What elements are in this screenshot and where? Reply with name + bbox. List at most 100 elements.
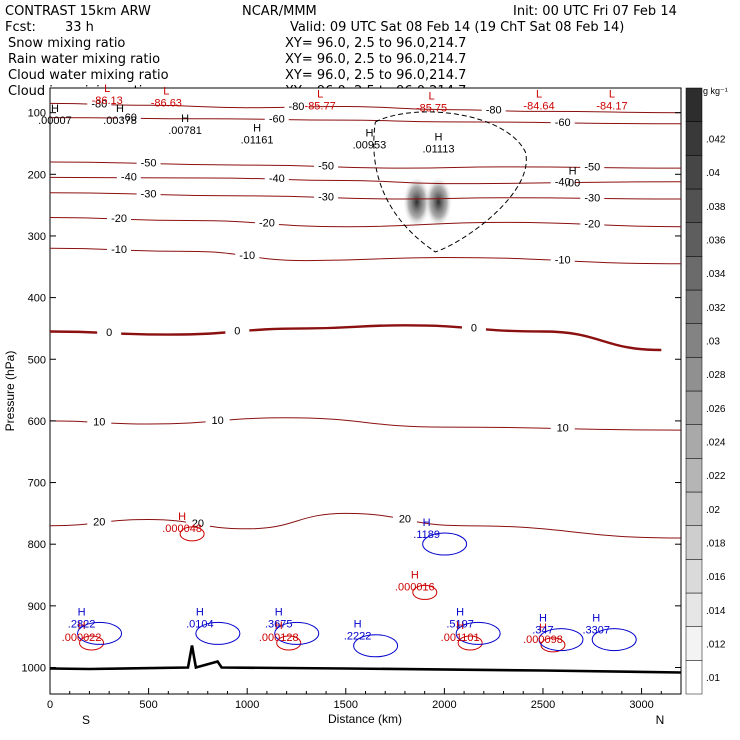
colorbar-tick-label: .014: [706, 606, 726, 617]
contour-label-bg: [264, 172, 289, 185]
y-tick-label: 400: [28, 293, 46, 305]
contour-label-bg: [284, 100, 309, 113]
high-marker: H: [275, 606, 283, 618]
field-name: Snow mixing ratio: [8, 36, 125, 51]
colorbar-tick-label: .012: [706, 640, 726, 651]
extremum-value: .00781: [168, 125, 202, 137]
temperature-contour-label: -10: [555, 255, 571, 267]
temperature-contour-label: -80: [486, 105, 502, 117]
colorbar-segment: [685, 222, 703, 257]
forecast-hours: 33 h: [65, 20, 94, 35]
temperature-contour-line: [50, 217, 681, 228]
high-marker: H: [423, 517, 431, 529]
colorbar-segment: [685, 357, 703, 392]
contour-label-bg: [481, 103, 506, 116]
y-tick-label: 500: [28, 354, 46, 366]
temperature-contour-label: 10: [211, 415, 223, 427]
terrain-surface: [50, 645, 681, 674]
temperature-contour-label: -40: [121, 172, 137, 184]
contour-label-bg: [87, 415, 112, 428]
contour-label-bg: [580, 160, 605, 173]
high-marker: H: [78, 620, 86, 632]
rain-water-contour: [79, 635, 105, 651]
colorbar-tick-label: .018: [706, 539, 726, 550]
temperature-contour-label: -20: [111, 213, 127, 225]
temperature-contour-label: 0: [234, 326, 240, 338]
temperature-contour-line: [50, 102, 681, 114]
high-marker: H: [354, 619, 362, 631]
cloud-water-contour: [538, 628, 584, 652]
cloud-water-contour: [274, 621, 320, 645]
contour-label-bg: [264, 112, 289, 125]
extremum-value: .00: [565, 178, 580, 190]
field-xy: XY= 96.0, 2.5 to 96.0,214.7: [285, 36, 466, 51]
x-tick-label: 3000: [629, 699, 653, 711]
extremum-value: -84.17: [596, 101, 627, 113]
contour-label-bg: [580, 217, 605, 230]
extremum-value: -85.77: [305, 101, 336, 113]
snow-max-core: [402, 176, 431, 229]
contour-label-bg: [550, 175, 575, 188]
high-marker: H: [196, 606, 204, 618]
colorbar-tick-label: .016: [706, 572, 726, 583]
y-tick-label: 600: [28, 416, 46, 428]
cloud-water-contour: [422, 532, 468, 556]
extremum-value: .2222: [344, 631, 372, 643]
cloud-ice-contour: [373, 111, 527, 253]
contour-label-bg: [550, 421, 575, 434]
field-xy: XY= 96.0, 2.5 to 96.0,214.7: [285, 52, 466, 67]
y-tick-label: 1000: [22, 662, 46, 674]
colorbar-tick-label: .022: [706, 471, 726, 482]
contour-label-bg: [87, 97, 112, 110]
temperature-contour-line: [50, 417, 681, 431]
colorbar-segment: [685, 525, 703, 560]
rain-water-contour: [412, 584, 438, 600]
extremum-value: .2822: [68, 618, 96, 630]
high-marker: H: [539, 613, 547, 625]
temperature-contour-label: -60: [121, 112, 137, 124]
high-marker: H: [253, 122, 261, 134]
field-name: Rain water mixing ratio: [8, 52, 160, 67]
temperature-contour-label: -30: [584, 192, 600, 204]
terrain-line: [50, 645, 681, 674]
contour-label-bg: [107, 212, 132, 225]
contour-label-bg: [580, 191, 605, 204]
colorbar-segment: [685, 188, 703, 223]
temperature-contour-label: -10: [111, 244, 127, 256]
high-marker: H: [569, 166, 577, 178]
valid-time: Valid: 09 UTC Sat 08 Feb 14 (19 ChT Sat …: [290, 20, 624, 35]
temperature-contour-label: -20: [584, 219, 600, 231]
x-tick-label: 1500: [334, 699, 358, 711]
contour-label-bg: [461, 321, 486, 334]
extremum-value: .3307: [582, 625, 610, 637]
temperature-contour-label: -60: [269, 113, 285, 125]
colorbar-segment: [685, 155, 703, 190]
y-tick-label: 900: [28, 601, 46, 613]
cloud-water-contour: [195, 621, 241, 645]
extremum-value: .347: [532, 625, 553, 637]
mixing-ratio-contours: [77, 111, 637, 658]
rain-water-contour: [179, 526, 205, 542]
colorbar-segment: [685, 592, 703, 627]
colorbar-segment: [685, 660, 703, 695]
colorbar-segment: [685, 256, 703, 291]
extremum-value: -86.13: [92, 95, 123, 107]
colorbar-tick-label: .028: [706, 370, 726, 381]
temperature-contour-label: -50: [141, 158, 157, 170]
colorbar-segment: [685, 424, 703, 459]
colorbar-tick-label: .01: [706, 673, 720, 684]
colorbar-tick-label: .024: [706, 438, 726, 449]
contour-label-bg: [116, 170, 141, 183]
extremum-value: .00953: [353, 139, 387, 151]
temperature-contour-label: -40: [555, 177, 571, 189]
low-marker: L: [104, 83, 110, 95]
extremum-value: .00007: [38, 115, 72, 127]
low-marker: L: [317, 89, 323, 101]
colorbar-tick-label: .03: [706, 337, 720, 348]
high-marker: H: [178, 511, 186, 523]
x-axis-title: Distance (km): [328, 712, 402, 726]
contour-label-bg: [116, 111, 141, 124]
contour-label-bg: [550, 253, 575, 266]
temperature-contour-label: 0: [106, 327, 112, 339]
